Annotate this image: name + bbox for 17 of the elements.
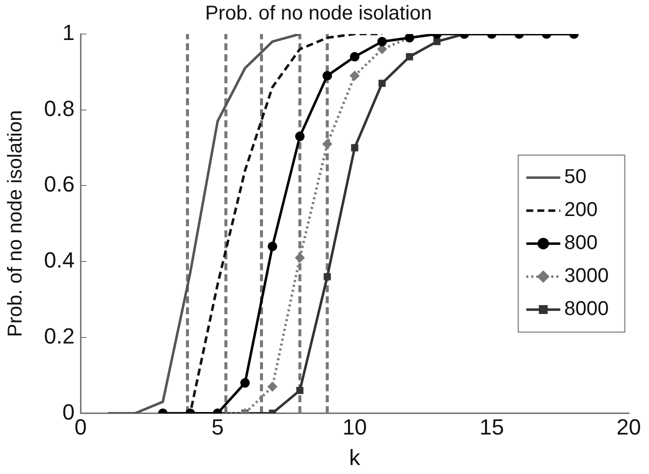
y-tick-label: 0.6 — [44, 172, 75, 197]
legend-label: 3000 — [564, 265, 609, 288]
legend-label: 200 — [564, 199, 598, 222]
x-tick-label: 20 — [616, 414, 642, 440]
x-tick-label: 15 — [479, 414, 504, 440]
x-tick-label: 10 — [342, 414, 367, 440]
y-tick-label: 1 — [62, 20, 75, 46]
legend-label: 50 — [564, 166, 587, 188]
y-tick-label: 0.8 — [44, 96, 75, 121]
y-axis-title: Prob. of no node isolation — [4, 110, 27, 338]
legend-label: 800 — [564, 232, 598, 254]
x-tick-label: 5 — [212, 414, 224, 440]
legend-label: 8000 — [564, 298, 609, 320]
chart-title: Prob. of no node isolation — [205, 2, 432, 25]
x-axis-title: k — [349, 444, 362, 470]
y-tick-label: 0.4 — [44, 248, 75, 273]
y-tick-label: 0.2 — [44, 323, 75, 348]
